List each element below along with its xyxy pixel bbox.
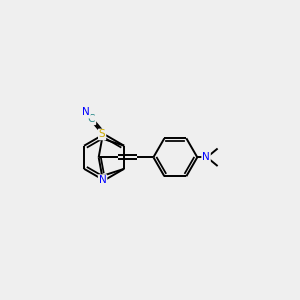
Text: C: C bbox=[88, 114, 95, 124]
Text: N: N bbox=[82, 107, 90, 117]
Text: N: N bbox=[99, 175, 106, 185]
Text: N: N bbox=[202, 152, 210, 162]
Text: S: S bbox=[99, 129, 105, 140]
